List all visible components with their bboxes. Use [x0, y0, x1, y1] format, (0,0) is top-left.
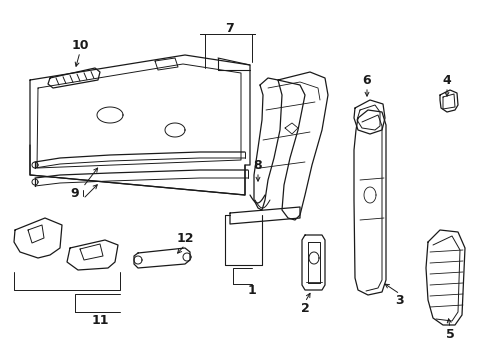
- Text: 1: 1: [247, 284, 256, 297]
- Text: 2: 2: [300, 302, 309, 315]
- Text: 3: 3: [395, 293, 404, 306]
- Text: 11: 11: [91, 314, 108, 327]
- Text: 4: 4: [442, 73, 450, 86]
- Text: 12: 12: [176, 231, 193, 244]
- Text: 9: 9: [71, 186, 79, 199]
- Text: 10: 10: [71, 39, 88, 51]
- Text: 8: 8: [253, 158, 262, 171]
- Text: 6: 6: [362, 73, 370, 86]
- Text: 5: 5: [445, 328, 453, 342]
- Text: 7: 7: [225, 22, 234, 35]
